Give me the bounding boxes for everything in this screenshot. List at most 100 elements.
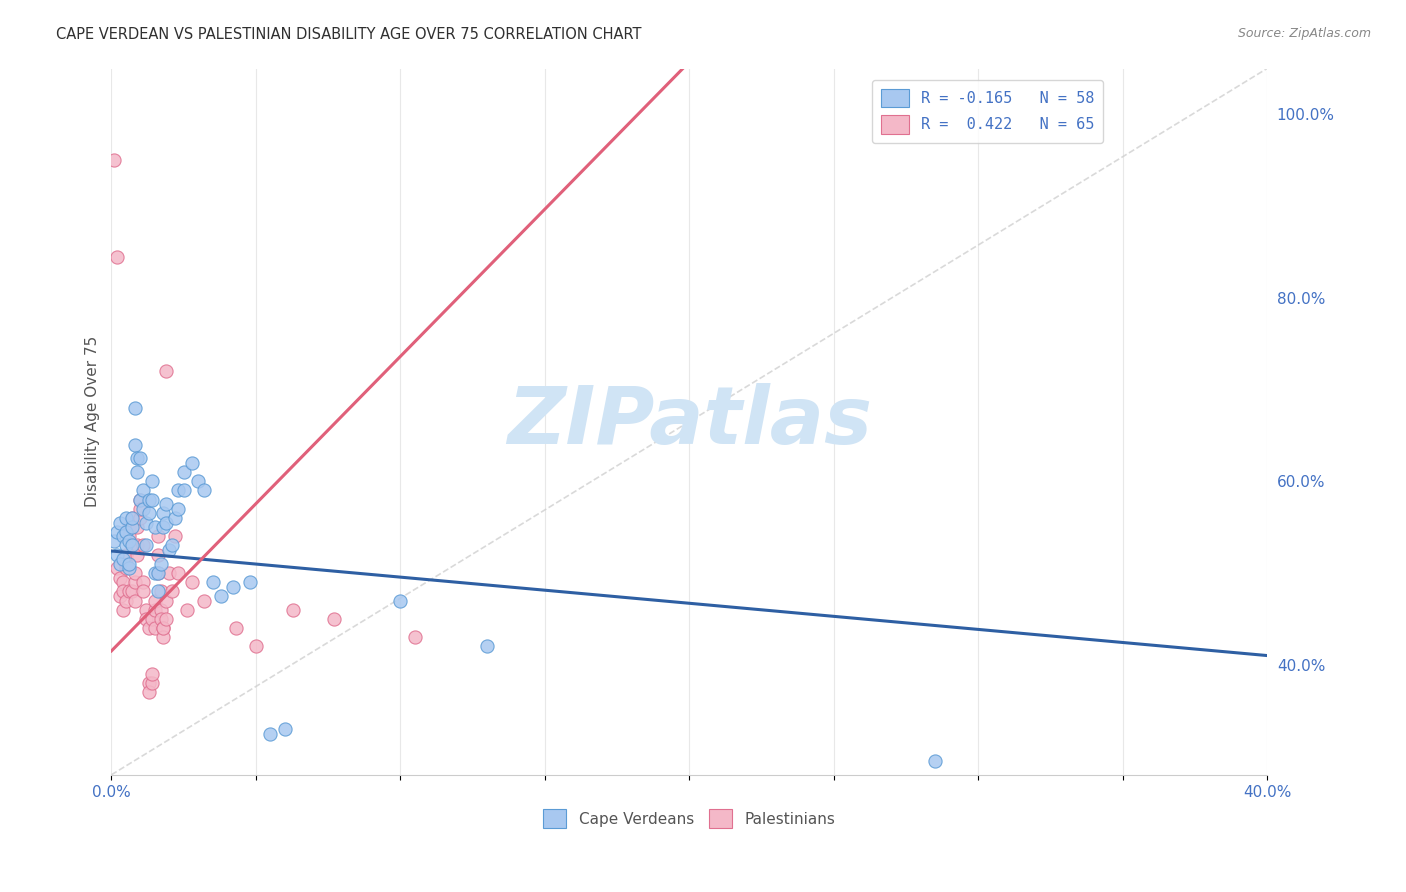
Point — [103, 533, 125, 548]
Point — [127, 451, 149, 466]
Point — [105, 561, 128, 575]
Point — [143, 520, 166, 534]
Point — [155, 516, 177, 530]
Point — [152, 520, 174, 534]
Point — [138, 507, 160, 521]
Point — [176, 603, 198, 617]
Point — [283, 603, 305, 617]
Point — [111, 552, 134, 566]
Point — [160, 584, 183, 599]
Point — [201, 575, 224, 590]
Point — [132, 584, 155, 599]
Point — [149, 603, 172, 617]
Point — [146, 566, 169, 580]
Point — [143, 593, 166, 607]
Point — [155, 593, 177, 607]
Point — [209, 589, 232, 603]
Point — [160, 539, 183, 553]
Point — [135, 539, 157, 553]
Point — [118, 520, 141, 534]
Point — [163, 511, 186, 525]
Point — [124, 566, 146, 580]
Point — [127, 465, 149, 479]
Point — [105, 524, 128, 539]
Point — [135, 603, 157, 617]
Point — [475, 640, 498, 654]
Point — [149, 584, 172, 599]
Y-axis label: Disability Age Over 75: Disability Age Over 75 — [86, 336, 100, 508]
Point — [152, 507, 174, 521]
Point — [108, 589, 131, 603]
Point — [274, 722, 297, 736]
Point — [135, 516, 157, 530]
Point — [115, 548, 138, 562]
Point — [121, 511, 143, 525]
Point — [146, 566, 169, 580]
Point — [155, 364, 177, 378]
Point — [111, 575, 134, 590]
Point — [105, 548, 128, 562]
Point — [124, 575, 146, 590]
Point — [124, 401, 146, 415]
Point — [141, 612, 163, 626]
Point — [111, 603, 134, 617]
Point — [129, 451, 152, 466]
Point — [105, 250, 128, 264]
Point — [115, 593, 138, 607]
Point — [404, 630, 426, 644]
Point — [149, 612, 172, 626]
Point — [222, 580, 245, 594]
Point — [149, 557, 172, 571]
Point — [193, 593, 215, 607]
Point — [132, 575, 155, 590]
Point — [173, 483, 195, 498]
Point — [129, 501, 152, 516]
Point — [924, 754, 946, 768]
Point — [118, 533, 141, 548]
Point — [138, 685, 160, 699]
Point — [167, 483, 190, 498]
Point — [389, 593, 412, 607]
Point — [245, 640, 267, 654]
Point — [129, 511, 152, 525]
Point — [187, 475, 209, 489]
Point — [141, 666, 163, 681]
Point — [115, 511, 138, 525]
Point — [146, 548, 169, 562]
Point — [146, 529, 169, 543]
Point — [121, 511, 143, 525]
Point — [115, 539, 138, 553]
Point — [163, 529, 186, 543]
Point — [124, 593, 146, 607]
Point — [259, 726, 281, 740]
Text: CAPE VERDEAN VS PALESTINIAN DISABILITY AGE OVER 75 CORRELATION CHART: CAPE VERDEAN VS PALESTINIAN DISABILITY A… — [56, 27, 641, 42]
Point — [111, 584, 134, 599]
Point — [118, 529, 141, 543]
Point — [115, 524, 138, 539]
Point — [143, 603, 166, 617]
Point — [121, 539, 143, 553]
Point — [108, 557, 131, 571]
Point — [167, 566, 190, 580]
Point — [108, 571, 131, 585]
Point — [121, 584, 143, 599]
Point — [138, 676, 160, 690]
Point — [141, 492, 163, 507]
Point — [167, 501, 190, 516]
Point — [146, 584, 169, 599]
Point — [155, 612, 177, 626]
Point — [111, 529, 134, 543]
Point — [115, 561, 138, 575]
Point — [152, 630, 174, 644]
Point — [129, 492, 152, 507]
Point — [239, 575, 262, 590]
Point — [152, 621, 174, 635]
Point — [118, 557, 141, 571]
Point — [181, 575, 204, 590]
Point — [181, 456, 204, 470]
Point — [129, 492, 152, 507]
Point — [193, 483, 215, 498]
Point — [143, 621, 166, 635]
Point — [152, 621, 174, 635]
Point — [121, 539, 143, 553]
